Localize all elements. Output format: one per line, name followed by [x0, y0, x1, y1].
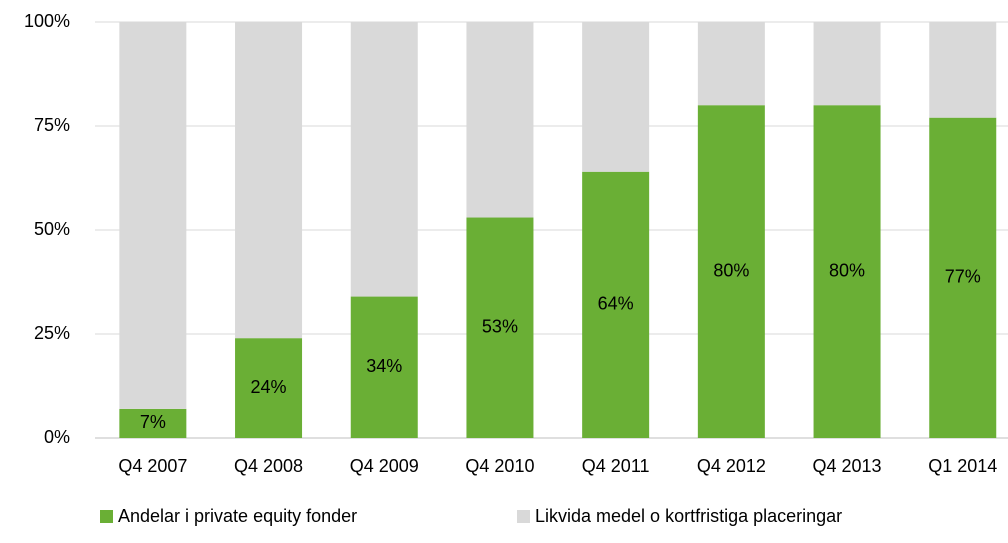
y-tick-label: 50%: [34, 219, 70, 239]
bar-segment: [813, 22, 881, 106]
x-tick-label: Q4 2007: [118, 456, 187, 476]
bar-segment: [466, 22, 534, 218]
legend-swatch: [100, 510, 113, 523]
x-tick-label: Q4 2009: [350, 456, 419, 476]
bar-segment: [466, 217, 534, 438]
data-label: 77%: [945, 267, 981, 287]
data-label: 7%: [140, 412, 166, 432]
x-tick-label: Q4 2013: [813, 456, 882, 476]
data-label: 64%: [598, 294, 634, 314]
bar-segment: [582, 171, 650, 438]
y-tick-label: 100%: [24, 11, 70, 31]
x-tick-label: Q4 2012: [697, 456, 766, 476]
x-tick-label: Q4 2010: [465, 456, 534, 476]
data-label: 34%: [366, 356, 402, 376]
bar-segment: [119, 22, 187, 409]
x-tick-label: Q4 2011: [582, 456, 650, 476]
bar-segment: [350, 22, 418, 297]
y-tick-label: 25%: [34, 323, 70, 343]
bar-segment: [929, 22, 997, 118]
legend-label: Likvida medel o kortfristiga placeringar: [535, 506, 842, 526]
bar-segment: [813, 105, 881, 438]
x-tick-label: Q1 2014: [928, 456, 997, 476]
data-label: 53%: [482, 317, 518, 337]
bar-segment: [929, 117, 997, 439]
data-label: 80%: [829, 260, 865, 280]
bar-segment: [350, 296, 418, 438]
data-label: 24%: [251, 377, 287, 397]
y-tick-label: 0%: [44, 427, 70, 447]
bar-segment: [697, 22, 765, 106]
bar-segment: [697, 105, 765, 438]
legend-swatch: [517, 510, 530, 523]
bar-segment: [119, 408, 187, 438]
bar-segment: [582, 22, 650, 172]
y-tick-label: 75%: [34, 115, 70, 135]
bar-segment: [235, 22, 303, 339]
data-label: 80%: [713, 260, 749, 280]
x-tick-label: Q4 2008: [234, 456, 303, 476]
bar-segment: [235, 338, 303, 438]
legend-label: Andelar i private equity fonder: [118, 506, 357, 526]
